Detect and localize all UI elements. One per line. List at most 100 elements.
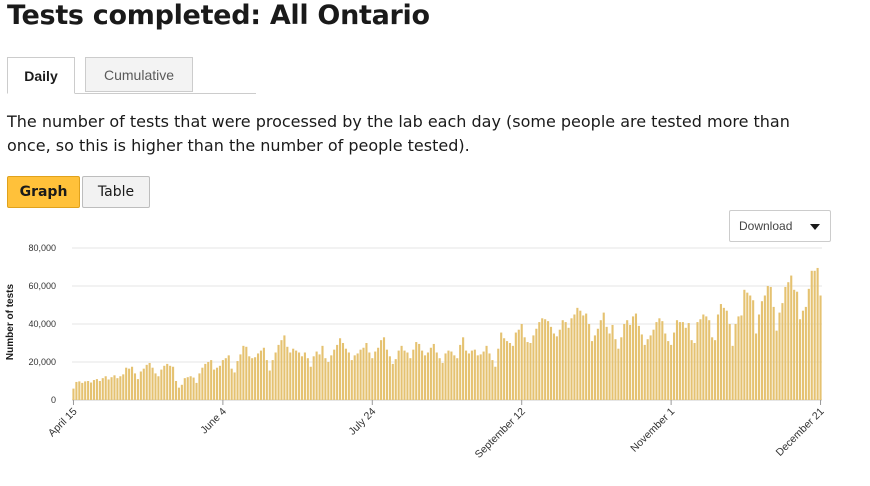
bar bbox=[526, 342, 529, 400]
download-dropdown[interactable]: Download bbox=[729, 210, 831, 242]
bar bbox=[511, 345, 514, 400]
bar bbox=[479, 354, 482, 400]
bar bbox=[119, 376, 122, 400]
bar bbox=[192, 377, 195, 400]
bar bbox=[336, 344, 339, 400]
bar bbox=[772, 306, 775, 400]
bar bbox=[221, 360, 224, 400]
bar bbox=[166, 363, 169, 400]
bar bbox=[737, 316, 740, 400]
bar bbox=[104, 376, 107, 400]
bar bbox=[769, 286, 772, 400]
bar bbox=[341, 343, 345, 400]
bar bbox=[418, 343, 421, 400]
bar bbox=[673, 332, 676, 400]
bar bbox=[517, 329, 520, 400]
bar bbox=[520, 324, 523, 400]
bar bbox=[731, 345, 734, 400]
bar bbox=[658, 318, 661, 400]
bar bbox=[107, 379, 110, 400]
x-tick-label: December 21 bbox=[774, 406, 827, 459]
bar bbox=[300, 356, 304, 400]
bar bbox=[555, 336, 558, 400]
bar bbox=[681, 322, 684, 400]
bar bbox=[699, 319, 702, 400]
bar bbox=[172, 366, 175, 400]
bar bbox=[514, 332, 517, 400]
bar bbox=[406, 352, 409, 400]
bar bbox=[798, 319, 802, 400]
bar bbox=[816, 267, 819, 400]
bar bbox=[508, 343, 512, 400]
bar bbox=[807, 288, 810, 400]
bar bbox=[344, 348, 347, 400]
bar bbox=[596, 328, 599, 400]
bar bbox=[289, 352, 292, 400]
bar bbox=[148, 362, 151, 400]
y-tick-label: 0 bbox=[51, 395, 56, 405]
bar bbox=[447, 350, 450, 400]
bar bbox=[75, 381, 78, 400]
bar bbox=[667, 341, 670, 400]
bar bbox=[690, 340, 693, 400]
bar bbox=[482, 351, 485, 400]
tab-cumulative[interactable]: Cumulative bbox=[85, 57, 193, 92]
bar bbox=[637, 325, 640, 400]
bar bbox=[151, 367, 154, 400]
bar bbox=[459, 344, 462, 400]
x-tick-label: November 1 bbox=[628, 406, 677, 455]
bar bbox=[245, 346, 248, 400]
bar bbox=[142, 368, 145, 400]
bar bbox=[113, 375, 116, 400]
bar bbox=[236, 361, 239, 400]
bar bbox=[347, 352, 350, 400]
bar bbox=[377, 347, 380, 400]
bar bbox=[605, 326, 608, 400]
bar bbox=[400, 345, 403, 400]
bar bbox=[620, 337, 623, 400]
bar bbox=[87, 381, 90, 400]
bar bbox=[81, 382, 84, 400]
bar bbox=[626, 320, 629, 400]
tab-daily[interactable]: Daily bbox=[7, 57, 75, 94]
bar bbox=[734, 324, 737, 400]
bar bbox=[470, 350, 473, 400]
bar bbox=[588, 324, 591, 400]
bar bbox=[330, 355, 333, 400]
bar bbox=[409, 358, 412, 400]
bar bbox=[353, 355, 356, 400]
bar bbox=[781, 303, 784, 400]
bar bbox=[538, 322, 541, 400]
bar bbox=[268, 370, 271, 400]
bar bbox=[382, 337, 386, 400]
graph-view-button[interactable]: Graph bbox=[7, 176, 80, 208]
bar bbox=[89, 382, 93, 400]
x-tick-label: July 24 bbox=[346, 406, 378, 438]
y-tick-label: 60,000 bbox=[28, 281, 56, 291]
bar bbox=[567, 327, 570, 400]
bar bbox=[242, 345, 245, 400]
bar bbox=[678, 322, 681, 400]
bar bbox=[462, 337, 465, 400]
bar bbox=[136, 379, 139, 400]
table-view-button[interactable]: Table bbox=[82, 176, 150, 208]
bar bbox=[432, 343, 435, 400]
bar bbox=[649, 335, 652, 400]
bar bbox=[444, 353, 447, 400]
bar bbox=[72, 388, 75, 400]
bar bbox=[309, 366, 312, 400]
bar bbox=[145, 364, 148, 400]
bar bbox=[787, 282, 790, 400]
bar bbox=[810, 270, 813, 400]
bar bbox=[623, 324, 626, 400]
bar bbox=[248, 356, 251, 400]
bar bbox=[207, 362, 210, 400]
bar bbox=[198, 373, 201, 400]
bar bbox=[213, 369, 216, 400]
bar bbox=[464, 350, 468, 400]
bar bbox=[356, 353, 359, 400]
bar bbox=[312, 356, 315, 400]
bar bbox=[456, 358, 459, 400]
bar bbox=[365, 343, 368, 400]
bar bbox=[339, 338, 342, 400]
